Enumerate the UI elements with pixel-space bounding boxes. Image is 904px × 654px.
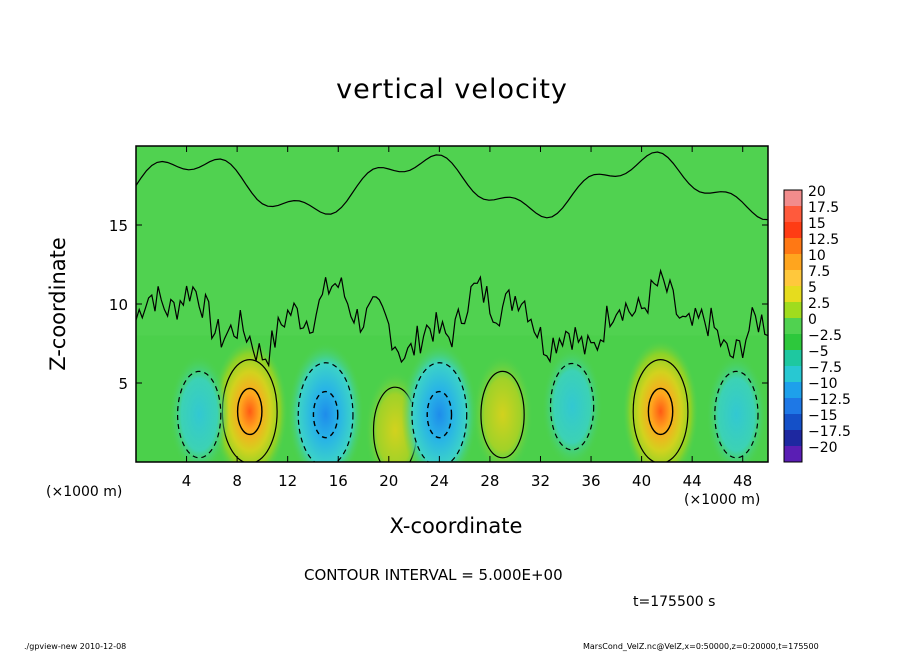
- upper-contour-line: [136, 151, 768, 221]
- updraft-region-2: [472, 354, 533, 462]
- colorbar-segment-12: [784, 382, 802, 399]
- zero-contour-line: [136, 268, 768, 368]
- contour-line-4: [297, 362, 354, 462]
- x-tick-label-16: 16: [329, 472, 348, 490]
- x-axis-label: X-coordinate: [389, 514, 523, 538]
- colorbar-segment-8: [784, 318, 802, 335]
- colorbar-segment-0: [784, 190, 802, 207]
- downdraft-region-7: [169, 354, 230, 462]
- colorbar-segment-13: [784, 398, 802, 415]
- colorbar-label-11: −7.5: [808, 360, 842, 376]
- colorbar-segment-10: [784, 350, 802, 367]
- colorbar-label-7: 2.5: [808, 296, 830, 312]
- x-unit-label-right: (×1000 m): [684, 492, 761, 508]
- colorbar-label-4: 10: [808, 248, 826, 264]
- colorbar-segment-4: [784, 254, 802, 271]
- x-tick-label-44: 44: [683, 472, 702, 490]
- colorbar-segment-1: [784, 206, 802, 223]
- colorbar-frame: [783, 189, 803, 463]
- colorbar-segment-6: [784, 286, 802, 303]
- contour-line-1: [632, 359, 689, 462]
- colorbar-segment-11: [784, 366, 802, 383]
- updraft-region-1: [622, 339, 699, 462]
- colorbar-segment-5: [784, 270, 802, 287]
- colorbar-segment-16: [784, 446, 802, 463]
- x-tick-label-32: 32: [531, 472, 550, 490]
- plot-area: [136, 146, 768, 462]
- colorbar: 2017.51512.5107.552.50−2.5−5−7.5−10−12.5…: [783, 184, 851, 463]
- colorbar-label-13: −12.5: [808, 392, 851, 408]
- footer-right-text: MarsCond_VelZ.nc@VelZ,x=0:50000,z=0:2000…: [583, 642, 819, 651]
- x-tick-label-40: 40: [632, 472, 651, 490]
- colorbar-segment-9: [784, 334, 802, 351]
- contour-inner-0: [236, 387, 263, 436]
- contour-line-6: [549, 362, 595, 451]
- colorbar-segment-15: [784, 430, 802, 447]
- colorbar-label-10: −5: [808, 344, 829, 360]
- downdraft-region-8: [706, 354, 767, 462]
- time-label: t=175500 s: [633, 594, 716, 610]
- colorbar-label-14: −15: [808, 408, 838, 424]
- colorbar-label-6: 5: [808, 280, 817, 296]
- colorbar-label-12: −10: [808, 376, 838, 392]
- x-tick-label-4: 4: [182, 472, 192, 490]
- x-tick-label-48: 48: [733, 472, 752, 490]
- contour-line-2: [480, 370, 525, 459]
- contour-line-5: [411, 362, 468, 462]
- colorbar-label-15: −17.5: [808, 424, 851, 440]
- plot-clip-group: [136, 146, 768, 462]
- x-tick-label-24: 24: [430, 472, 449, 490]
- colorbar-label-2: 15: [808, 216, 826, 232]
- contour-line-7: [176, 370, 222, 459]
- contour-line-8: [714, 370, 759, 459]
- x-tick-label-20: 20: [379, 472, 398, 490]
- contour-inner-1: [647, 387, 674, 436]
- colorbar-label-0: 20: [808, 184, 826, 200]
- x-tick-label-28: 28: [480, 472, 499, 490]
- x-tick-label-8: 8: [232, 472, 242, 490]
- colorbar-label-8: 0: [808, 312, 817, 328]
- colorbar-label-3: 12.5: [808, 232, 839, 248]
- x-tick-label-12: 12: [278, 472, 297, 490]
- colorbar-label-9: −2.5: [808, 328, 842, 344]
- footer-left-text: ./gpview-new 2010-12-08: [24, 642, 127, 651]
- colorbar-segment-3: [784, 238, 802, 255]
- colorbar-segment-7: [784, 302, 802, 319]
- colorbar-label-16: −20: [808, 440, 838, 456]
- colorbar-label-5: 7.5: [808, 264, 830, 280]
- contour-inner-4: [312, 390, 339, 439]
- y-tick-label-5: 5: [118, 375, 128, 393]
- x-unit-label-left: (×1000 m): [46, 484, 123, 500]
- x-tick-label-36: 36: [581, 472, 600, 490]
- updraft-region-0: [211, 339, 288, 462]
- downdraft-region-5: [401, 342, 478, 462]
- y-tick-label-15: 15: [109, 217, 128, 235]
- colorbar-segment-14: [784, 414, 802, 431]
- chart-title: vertical velocity: [336, 74, 568, 105]
- contour-interval-text: CONTOUR INTERVAL = 5.000E+00: [304, 566, 563, 584]
- contour-inner-5: [426, 390, 453, 439]
- colorbar-segment-2: [784, 222, 802, 239]
- downdraft-region-4: [287, 342, 364, 462]
- y-tick-label-10: 10: [109, 296, 128, 314]
- colorbar-label-1: 17.5: [808, 200, 839, 216]
